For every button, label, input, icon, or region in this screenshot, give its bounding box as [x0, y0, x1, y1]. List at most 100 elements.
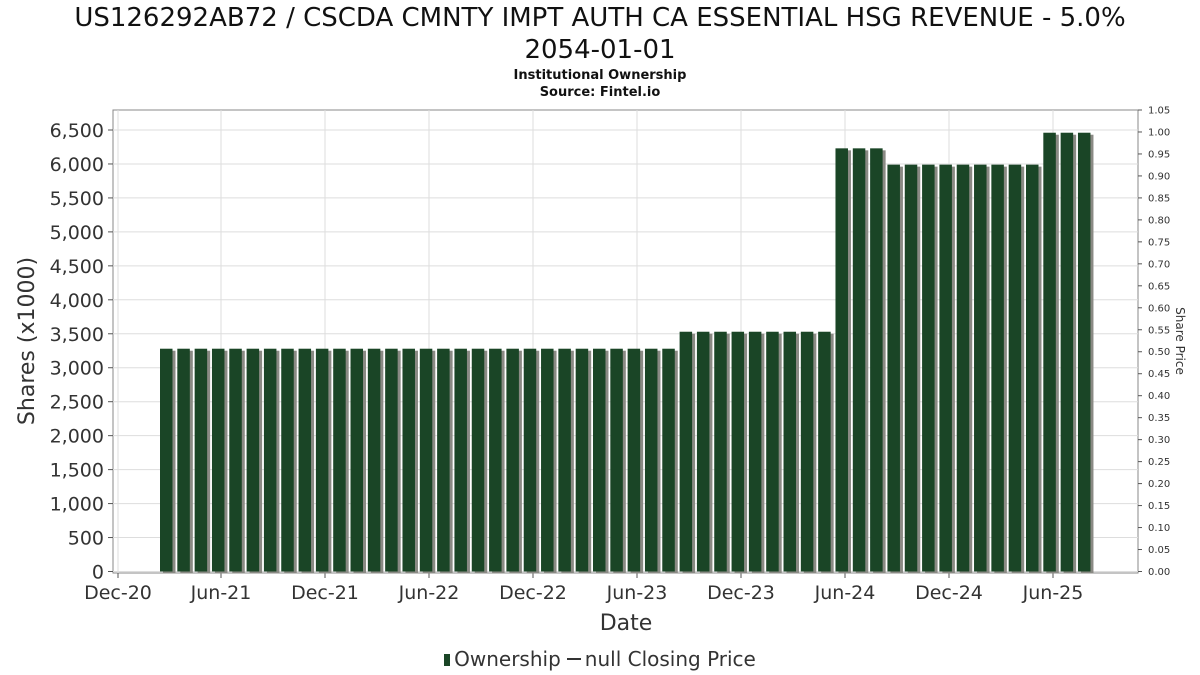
x-tick-label: Dec-23 [707, 582, 775, 604]
ownership-bar [610, 348, 623, 572]
y-tick-label: 3,500 [50, 324, 104, 346]
x-tick-label: Dec-22 [499, 582, 567, 604]
ownership-bar [835, 148, 848, 572]
ownership-legend-label: Ownership [454, 647, 561, 671]
ownership-bar [177, 348, 190, 572]
y-tick-label: 3,000 [50, 358, 104, 380]
y-tick-label: 5,000 [50, 222, 104, 244]
ownership-bar [662, 348, 675, 572]
ownership-bar [818, 331, 831, 572]
x-tick-label: Dec-24 [915, 582, 983, 604]
y2-tick-label: 0.50 [1148, 347, 1170, 358]
ownership-bar [385, 348, 398, 572]
ownership-bar [229, 348, 242, 572]
ownership-bar [1077, 132, 1091, 572]
y2-tick-label: 1.05 [1148, 106, 1170, 117]
y2-tick-label: 0.70 [1148, 259, 1170, 270]
y2-tick-label: 0.75 [1148, 237, 1170, 248]
chart-title-line1: US126292AB72 / CSCDA CMNTY IMPT AUTH CA … [74, 3, 1126, 33]
ownership-bar [731, 331, 745, 572]
ownership-bar [160, 348, 173, 572]
ownership-bar [281, 348, 294, 572]
ownership-bar [852, 148, 866, 572]
ownership-bar [696, 331, 710, 572]
ownership-bar [714, 331, 727, 572]
y2-tick-label: 0.80 [1148, 215, 1170, 226]
x-tick-label: Jun-21 [190, 582, 252, 604]
ownership-bar [315, 348, 329, 572]
y2-tick-label: 0.90 [1148, 171, 1170, 182]
ownership-bar [367, 348, 381, 572]
y2-tick-label: 0.35 [1148, 413, 1170, 424]
ownership-bar [1043, 132, 1056, 572]
ownership-bar [1008, 164, 1022, 572]
chart-subtitle: Institutional Ownership [513, 68, 687, 83]
ownership-bar [870, 148, 883, 572]
y2-tick-label: 0.05 [1148, 545, 1170, 556]
y2-tick-label: 0.45 [1148, 369, 1170, 380]
ownership-bar [974, 164, 987, 572]
ownership-bar [263, 348, 277, 572]
chart-title-line2: 2054-01-01 [524, 35, 676, 65]
y2-axis-title: Share Price [1173, 307, 1187, 375]
ownership-bar [437, 348, 450, 572]
ownership-bar [558, 348, 571, 572]
y-tick-label: 4,000 [50, 290, 104, 312]
ownership-bar [506, 348, 519, 572]
y-tick-label: 500 [68, 528, 104, 550]
y-tick-label: 4,500 [50, 256, 104, 278]
ownership-bar [766, 331, 779, 572]
ownership-bar [211, 348, 225, 572]
y2-tick-label: 0.30 [1148, 435, 1170, 446]
ownership-bar [800, 331, 814, 572]
ownership-bar [194, 348, 208, 572]
price-legend-line [566, 658, 581, 660]
y2-tick-label: 0.65 [1148, 281, 1170, 292]
ownership-bar [644, 348, 658, 572]
y2-tick-label: 0.55 [1148, 325, 1170, 336]
x-tick-label: Dec-20 [84, 582, 152, 604]
y2-tick-label: 0.10 [1148, 523, 1170, 534]
ownership-bar [1060, 132, 1074, 572]
y2-tick-label: 0.85 [1148, 193, 1170, 204]
y-tick-label: 6,500 [50, 120, 104, 142]
y-axis-title: Shares (x1000) [15, 257, 40, 425]
ownership-bar [523, 348, 537, 572]
ownership-bar [471, 348, 485, 572]
ownership-bar [298, 348, 312, 572]
y-tick-label: 2,000 [50, 426, 104, 448]
ownership-bar [246, 348, 260, 572]
ownership-bar [991, 164, 1004, 572]
ownership-bar [904, 164, 918, 572]
y-tick-label: 2,500 [50, 392, 104, 414]
ownership-bar [489, 348, 502, 572]
ownership-bar [419, 348, 433, 572]
y2-tick-label: 1.00 [1148, 127, 1170, 138]
y-tick-label: 5,500 [50, 188, 104, 210]
ownership-bar [956, 164, 970, 572]
y-tick-label: 1,000 [50, 494, 104, 516]
x-tick-label: Dec-21 [291, 582, 359, 604]
ownership-bar [402, 348, 415, 572]
y2-tick-label: 0.00 [1148, 567, 1170, 578]
x-tick-label: Jun-22 [398, 582, 460, 604]
ownership-bar [748, 331, 762, 572]
y2-tick-label: 0.20 [1148, 479, 1170, 490]
price-legend-label: null Closing Price [584, 647, 756, 671]
ownership-bar [627, 348, 641, 572]
x-axis-title: Date [600, 611, 653, 636]
chart-source: Source: Fintel.io [539, 85, 661, 100]
ownership-bar [679, 331, 693, 572]
y2-tick-label: 0.95 [1148, 149, 1170, 160]
y-tick-label: 0 [92, 562, 104, 584]
ownership-bar [333, 348, 346, 572]
ownership-bar [454, 348, 467, 572]
ownership-bar [783, 331, 797, 572]
y-tick-label: 6,000 [50, 154, 104, 176]
x-tick-label: Jun-24 [814, 582, 876, 604]
x-tick-label: Jun-25 [1022, 582, 1084, 604]
y2-tick-label: 0.40 [1148, 391, 1170, 402]
ownership-bar [887, 164, 900, 572]
x-tick-label: Jun-23 [606, 582, 668, 604]
